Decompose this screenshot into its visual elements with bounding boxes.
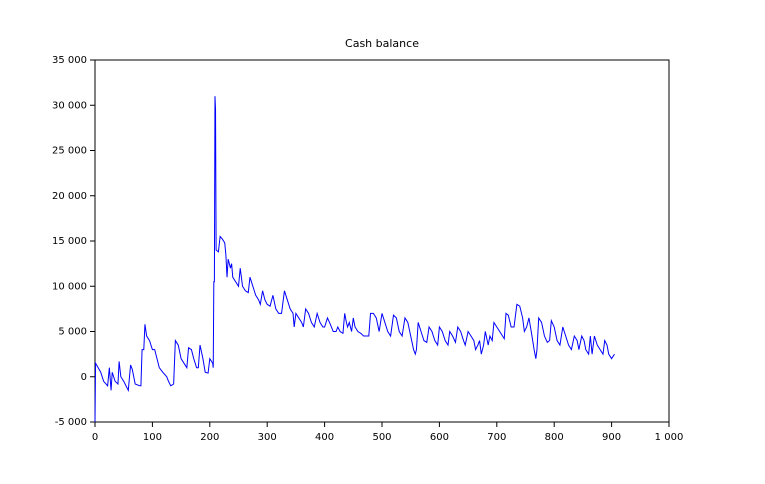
x-tick-label: 500 (372, 432, 391, 443)
x-tick-label: 600 (430, 432, 449, 443)
y-tick-label: 15 000 (52, 236, 87, 247)
chart-title: Cash balance (345, 37, 419, 50)
y-tick-label: 10 000 (52, 281, 87, 292)
y-tick-label: 20 000 (52, 191, 87, 202)
y-tick-label: -5 000 (55, 417, 87, 428)
x-tick-label: 1 000 (655, 432, 684, 443)
x-tick-label: 800 (545, 432, 564, 443)
y-tick-label: 35 000 (52, 55, 87, 66)
x-tick-label: 200 (200, 432, 219, 443)
y-tick-label: 30 000 (52, 100, 87, 111)
x-tick-label: 300 (258, 432, 277, 443)
y-tick-label: 25 000 (52, 146, 87, 157)
y-tick-label: 5 000 (58, 327, 87, 338)
x-tick-label: 0 (92, 432, 98, 443)
line-series (94, 96, 615, 423)
x-tick-label: 700 (487, 432, 506, 443)
x-tick-label: 900 (602, 432, 621, 443)
x-tick-label: 400 (315, 432, 334, 443)
y-tick-label: 0 (81, 372, 87, 383)
plot-frame (94, 59, 670, 423)
x-tick-label: 100 (143, 432, 162, 443)
